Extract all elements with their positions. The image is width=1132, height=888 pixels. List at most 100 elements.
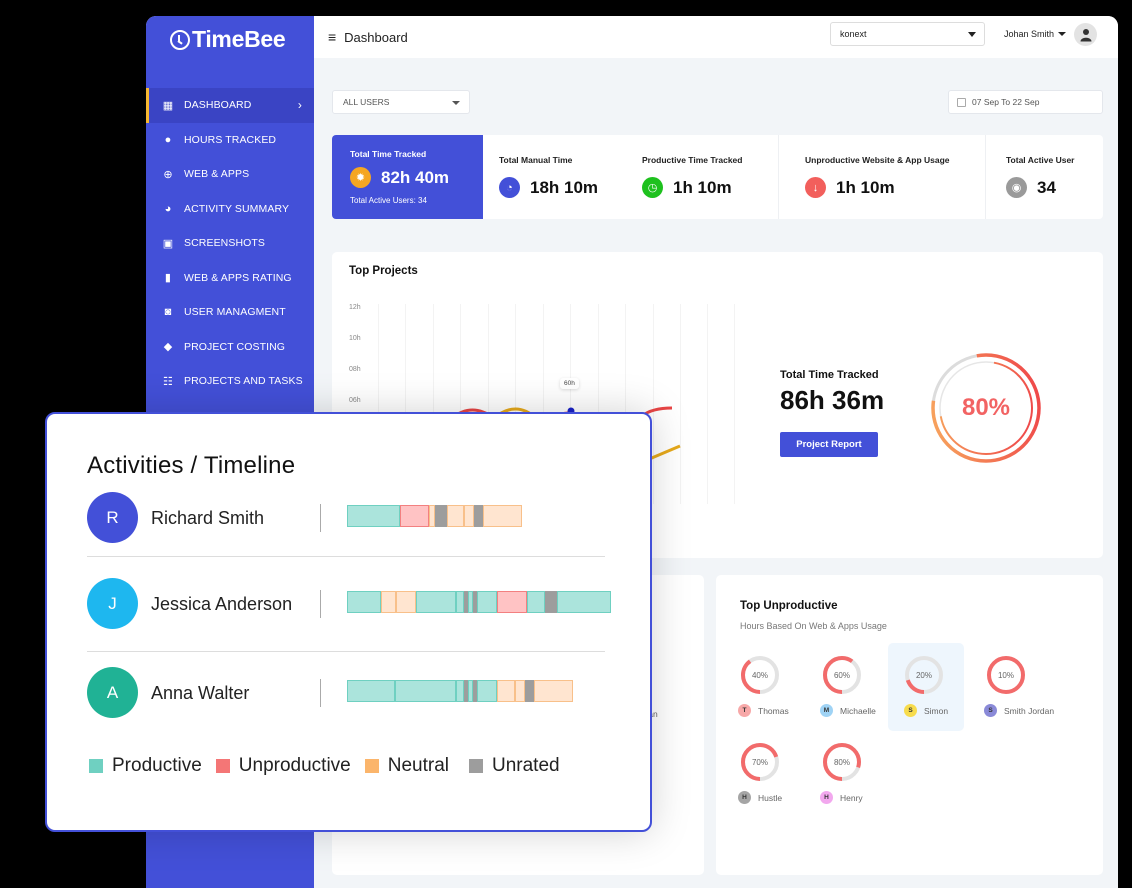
divider (320, 504, 321, 532)
user-initial: T (738, 704, 751, 717)
legend-item-productive: Productive (89, 755, 202, 777)
unproductive-user[interactable]: 70% H Hustle (732, 730, 808, 818)
sidebar-item-web-apps[interactable]: ⊕ WEB & APPS (146, 157, 314, 192)
swatch-icon (364, 759, 379, 773)
stat-unproductive-usage: Unproductive Website & App Usage ↓ 1h 10… (778, 135, 985, 219)
screenshot-icon: ▣ (162, 237, 174, 250)
stat-productive-time: Productive Time Tracked ◷ 1h 10m (626, 135, 778, 219)
y-tick: 06h (349, 397, 361, 404)
activities-timeline-card: Activities / Timeline R Richard Smith J … (45, 412, 652, 832)
date-range-picker[interactable]: 07 Sep To 22 Sep (948, 90, 1103, 114)
stat-label: Productive Time Tracked (642, 155, 743, 165)
card-subtitle: Hours Based On Web & Apps Usage (740, 621, 887, 631)
donut-percent: 60% (833, 670, 850, 680)
user-name: Simon (924, 705, 949, 716)
y-tick: 08h (349, 366, 361, 373)
calendar-icon (957, 97, 966, 107)
stat-label: Total Active User (1006, 155, 1075, 165)
globe-icon: ⊕ (163, 168, 173, 181)
timer-icon: ◔ (499, 177, 520, 198)
sidebar-item-hours-tracked[interactable]: ● HOURS TRACKED (146, 123, 314, 158)
swatch-icon (215, 759, 230, 773)
sidebar-item-label: PROJECT COSTING (184, 340, 286, 353)
unproductive-user-selected[interactable]: 20% S Simon (888, 643, 964, 731)
row-divider (87, 556, 605, 557)
sidebar-item-activity-summary[interactable]: ◕ ACTIVITY SUMMARY (146, 192, 314, 227)
user-name: Thomas (758, 705, 789, 716)
sidebar-item-projects-tasks[interactable]: ☷ PROJECTS AND TASKS (146, 364, 314, 399)
stat-total-active-user: Total Active User ◉ 34 (985, 135, 1103, 219)
divider (320, 590, 321, 618)
tasks-icon: ☷ (163, 375, 173, 388)
user-menu[interactable]: Johan Smith (1004, 29, 1067, 39)
stat-subtext: Total Active Users: 34 (350, 196, 427, 205)
sidebar-item-dashboard[interactable]: ▦ DASHBOARD › (146, 88, 314, 123)
date-range-value: 07 Sep To 22 Sep (972, 97, 1040, 107)
unproductive-user[interactable]: 40% T Thomas (732, 643, 808, 731)
donut-icon (741, 656, 779, 694)
user-icon: ◙ (164, 306, 172, 319)
legend-item-unrated: Unrated (468, 755, 560, 777)
sidebar-item-project-costing[interactable]: ◆ PROJECT COSTING (146, 330, 314, 365)
project-report-button[interactable]: Project Report (780, 432, 878, 457)
activity-row[interactable]: J Jessica Anderson (87, 574, 611, 634)
row-divider (87, 651, 605, 652)
donut-percent: 40% (751, 670, 768, 680)
sidebar-item-label: PROJECTS AND TASKS (184, 375, 303, 388)
logo[interactable]: Time Bee (170, 26, 286, 53)
tag-icon: ◆ (163, 341, 173, 354)
caret-down-icon (1058, 32, 1067, 36)
timeline-bar (347, 591, 611, 613)
card-title: Activities / Timeline (87, 452, 296, 479)
unproductive-user[interactable]: 80% H Henry (814, 730, 890, 818)
users-filter-select[interactable]: ALL USERS (332, 90, 470, 114)
sidebar-item-label: HOURS TRACKED (184, 133, 277, 146)
divider (320, 679, 321, 707)
sidebar-nav: ▦ DASHBOARD › ● HOURS TRACKED ⊕ WEB & AP… (146, 88, 314, 433)
avatar[interactable] (1074, 23, 1097, 46)
sidebar-item-label: DASHBOARD (184, 99, 252, 112)
stat-label: Unproductive Website & App Usage (805, 155, 950, 165)
hamburger-menu-icon[interactable]: ≡ (328, 29, 337, 45)
user-name: Smith Jordan (1004, 705, 1055, 716)
pie-chart-icon: ◕ (164, 202, 172, 215)
legend-label: Unrated (491, 755, 560, 776)
chart-grid (378, 304, 738, 504)
sidebar-item-user-management[interactable]: ◙ USER MANAGMENT (146, 295, 314, 330)
unproductive-user[interactable]: 60% M Michaelle (814, 643, 890, 731)
user-avatar-icon (1080, 28, 1091, 41)
unproductive-user[interactable]: 10% S Smith Jordan (978, 643, 1078, 731)
legend-item-unproductive: Unproductive (215, 755, 351, 777)
sidebar-item-web-apps-rating[interactable]: ▮ WEB & APPS RATING (146, 261, 314, 296)
user-initial: M (820, 704, 833, 717)
card-title: Top Projects (349, 265, 418, 277)
sidebar-item-screenshots[interactable]: ▣ SCREENSHOTS (146, 226, 314, 261)
timeline-bar (347, 680, 573, 702)
donut-percent: 10% (997, 670, 1014, 680)
organization-select-value: konext (840, 29, 867, 39)
activity-row[interactable]: A Anna Walter (87, 663, 607, 723)
avatar: R (87, 492, 138, 543)
arrow-down-icon: ↓ (805, 177, 826, 198)
chevron-right-icon: › (297, 98, 302, 113)
donut-icon (905, 656, 943, 694)
bookmark-icon: ▮ (164, 272, 172, 285)
timeline-legend: Productive Unproductive Neutral Unrated (89, 755, 574, 777)
logo-text-time: Time (192, 26, 245, 52)
legend-label: Unproductive (238, 755, 351, 776)
donut-percent: 80% (833, 757, 850, 767)
clock-logo-icon (170, 29, 190, 50)
donut-icon (741, 743, 779, 781)
avatar: A (87, 667, 138, 718)
organization-select[interactable]: konext (830, 22, 985, 46)
swatch-icon (468, 759, 483, 773)
user-initial: H (820, 791, 833, 804)
user-name: Henry (840, 792, 863, 803)
user-name: Hustle (758, 792, 783, 803)
legend-label: Neutral (387, 755, 449, 776)
activity-row[interactable]: R Richard Smith (87, 488, 607, 548)
logo-text-bee: Bee (244, 26, 286, 52)
donut-percent: 70% (751, 757, 768, 767)
y-tick: 10h (349, 335, 361, 342)
chart-tooltip: 60h (560, 378, 579, 389)
